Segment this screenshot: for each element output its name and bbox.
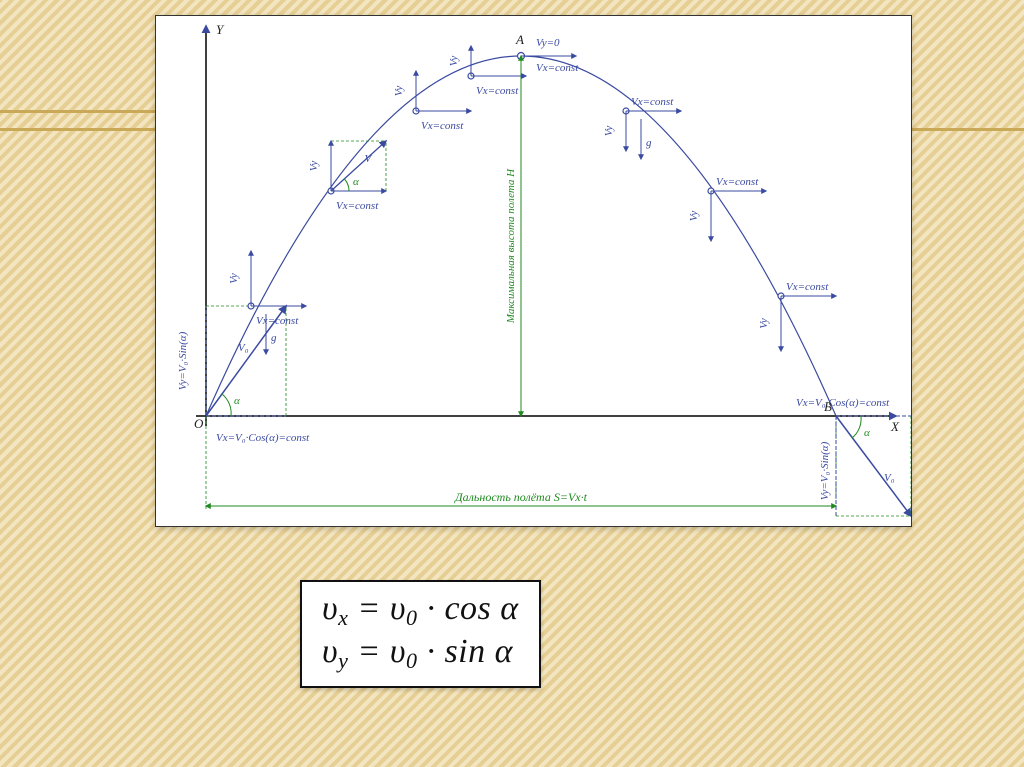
svg-text:Vy: Vy xyxy=(448,56,460,67)
svg-text:Vy: Vy xyxy=(603,126,615,137)
x-axis-label: X xyxy=(890,419,900,434)
svg-text:Vx=const: Vx=const xyxy=(631,96,674,108)
trajectory-point: Vx=const Vy g xyxy=(228,251,306,354)
max-height-label: Максимальная высота полета H xyxy=(505,168,517,324)
apex-vx-label: Vx=const xyxy=(536,62,579,74)
svg-text:Vx=const: Vx=const xyxy=(256,315,299,327)
accent-line-short xyxy=(0,110,170,113)
svg-text:g: g xyxy=(271,332,277,344)
svg-text:Vx=const: Vx=const xyxy=(716,176,759,188)
range-label: Дальность полёта S=Vx·t xyxy=(454,490,588,504)
svg-text:Vy: Vy xyxy=(228,273,240,284)
trajectory-point: Vx=const Vy xyxy=(758,281,836,351)
trajectory-point: Vx=const Vy xyxy=(688,176,766,241)
svg-text:Vy: Vy xyxy=(688,211,700,222)
formula-vy: υy = υ0 · sin α xyxy=(322,633,519,674)
launch-vy-label: Vy=V₀·Sin(α) xyxy=(177,331,189,390)
svg-text:Vy: Vy xyxy=(393,86,405,97)
trajectory-point: Vx=const Vy xyxy=(393,71,471,132)
apex-label: A xyxy=(515,32,524,47)
svg-text:α: α xyxy=(353,176,359,188)
y-axis-label: Y xyxy=(216,22,225,37)
svg-text:Vx=const: Vx=const xyxy=(786,281,829,293)
svg-text:Vx=const: Vx=const xyxy=(476,85,519,97)
trajectory-point: Vx=constVyαV xyxy=(308,141,386,212)
formula-vx: υx = υ0 · cos α xyxy=(322,590,519,631)
svg-text:Vy: Vy xyxy=(758,318,770,329)
svg-text:g: g xyxy=(646,137,652,149)
svg-text:Vy: Vy xyxy=(308,161,320,172)
apex-vy-label: Vy=0 xyxy=(536,37,560,49)
svg-text:Vx=const: Vx=const xyxy=(336,200,379,212)
trajectory-points: Vx=constVygVx=constVyαVVx=constVyVx=cons… xyxy=(228,46,836,354)
diagram-panel: Y X O A Vy=0 Vx=const Максимальная высот… xyxy=(155,15,912,527)
landing-alpha: α xyxy=(864,427,870,439)
slide: Y X O A Vy=0 Vx=const Максимальная высот… xyxy=(0,0,1024,767)
trajectory-diagram: Y X O A Vy=0 Vx=const Максимальная высот… xyxy=(156,16,911,526)
landing-v0: V₀ xyxy=(884,472,895,484)
trajectory-point: Vx=const Vy g xyxy=(603,96,681,159)
launch-v0: V₀ xyxy=(238,342,249,354)
landing-vy-label: Vy=V₀·Sin(α) xyxy=(819,441,831,500)
launch-vx-label: Vx=V₀·Cos(α)=const xyxy=(216,432,310,444)
origin-label: O xyxy=(194,416,204,431)
svg-text:Vx=const: Vx=const xyxy=(421,120,464,132)
trajectory-point: Vx=const Vy xyxy=(448,46,526,97)
landing-vectors: α V₀ Vx=V₀·Cos(α)=const Vy=V₀·Sin(α) xyxy=(796,397,911,516)
formula-box: υx = υ0 · cos α υy = υ0 · sin α xyxy=(300,580,541,688)
launch-alpha: α xyxy=(234,395,240,407)
landing-vx-label: Vx=V₀·Cos(α)=const xyxy=(796,397,890,409)
